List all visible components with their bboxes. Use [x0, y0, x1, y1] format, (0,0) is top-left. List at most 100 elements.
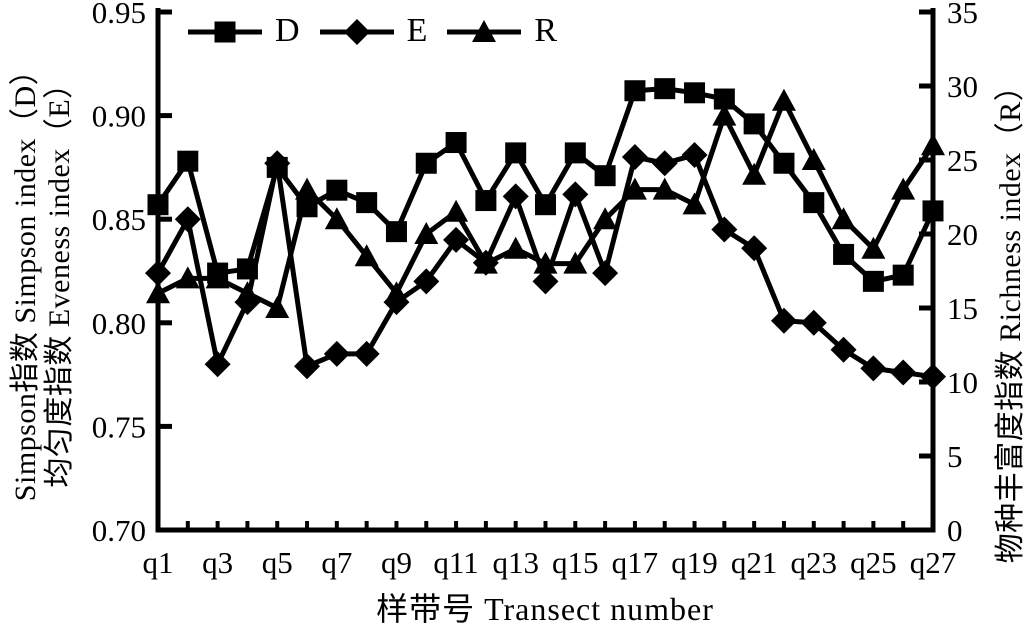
legend-triangle-glyph — [472, 20, 497, 42]
x-axis-tick-label: q19 — [671, 545, 718, 580]
legend-diamond-glyph — [343, 19, 370, 45]
x-axis-tick-label: q13 — [492, 545, 539, 580]
data-point-D-q26 — [892, 264, 914, 286]
data-point-E-q23 — [800, 309, 827, 336]
right-axis-tick-label: 10 — [947, 365, 978, 400]
data-point-E-q1 — [145, 260, 171, 287]
x-axis-tick-label: q3 — [202, 545, 233, 580]
data-point-R-q4 — [235, 281, 260, 304]
data-point-E-q11 — [443, 226, 470, 253]
data-point-R-q2 — [175, 266, 200, 289]
data-point-E-q16 — [592, 260, 619, 287]
data-point-R-q16 — [593, 207, 618, 230]
data-point-D-q21 — [743, 113, 765, 135]
data-point-R-q15 — [563, 251, 588, 274]
x-axis-tick-label: q11 — [433, 545, 478, 580]
data-point-E-q27 — [920, 363, 946, 390]
data-point-R-q8 — [354, 244, 379, 267]
x-axis-tick-label: q21 — [731, 545, 778, 580]
right-axis-tick-label: 35 — [947, 0, 978, 30]
x-axis-tick-label: q23 — [791, 545, 838, 580]
data-point-D-q6 — [296, 196, 318, 218]
left-axis-tick-label: 0.70 — [92, 513, 146, 548]
data-point-D-q24 — [833, 243, 855, 265]
data-point-D-q2 — [177, 150, 199, 172]
data-point-E-q20 — [711, 216, 738, 243]
left-axis-tick-label: 0.90 — [92, 99, 146, 134]
data-point-R-q23 — [801, 148, 826, 170]
data-point-D-q1 — [147, 194, 169, 216]
data-point-E-q10 — [413, 268, 440, 295]
data-point-D-q18 — [654, 78, 676, 100]
left-axis-tick-label: 0.95 — [92, 0, 146, 30]
data-point-D-q25 — [862, 270, 884, 292]
data-point-R-q26 — [891, 177, 916, 200]
data-point-D-q16 — [594, 165, 616, 187]
data-point-D-q10 — [415, 152, 437, 174]
legend-entry-E: E — [318, 12, 428, 49]
legend-square-glyph — [214, 21, 236, 43]
data-point-R-q21 — [742, 162, 767, 185]
data-point-D-q17 — [624, 80, 646, 102]
left-axis-tick-label: 0.75 — [92, 409, 146, 444]
right-axis-tick-label: 30 — [947, 69, 978, 104]
legend-label-E: E — [406, 12, 428, 49]
data-point-D-q19 — [684, 82, 706, 104]
data-point-R-q6 — [295, 177, 320, 200]
data-point-D-q13 — [505, 142, 527, 164]
data-point-D-q15 — [564, 142, 586, 164]
x-axis-tick-label: q1 — [143, 545, 174, 580]
right-axis-title-richness: 物种丰富度指数 Richness index（R） — [994, 70, 1027, 564]
triangle-marker-icon — [447, 20, 522, 42]
data-point-E-q22 — [770, 307, 797, 334]
data-point-E-q17 — [621, 144, 648, 171]
data-point-R-q11 — [444, 199, 469, 222]
data-point-E-q6 — [294, 353, 321, 380]
x-axis-tick-label: q9 — [381, 545, 412, 580]
data-point-R-q7 — [324, 207, 349, 230]
data-point-E-q8 — [353, 340, 380, 367]
data-point-D-q12 — [475, 190, 497, 212]
diamond-marker-icon — [319, 19, 394, 45]
data-point-E-q14 — [532, 268, 559, 295]
left-axis-tick-label: 0.80 — [92, 306, 146, 341]
legend: D E R — [186, 14, 557, 48]
x-axis-tick-label: q17 — [612, 545, 659, 580]
data-point-D-q8 — [356, 192, 378, 214]
data-point-D-q4 — [236, 258, 258, 280]
right-axis-tick-label: 20 — [947, 217, 978, 252]
data-point-R-q22 — [771, 88, 796, 111]
data-point-R-q13 — [503, 236, 528, 259]
data-point-D-q23 — [803, 192, 825, 214]
right-axis-tick-label: 0 — [947, 513, 963, 548]
data-point-E-q7 — [323, 340, 350, 367]
data-point-D-q22 — [773, 152, 795, 174]
data-point-E-q25 — [860, 355, 887, 382]
x-axis-tick-label: q15 — [552, 545, 599, 580]
data-point-D-q11 — [445, 132, 467, 154]
data-point-E-q24 — [830, 336, 857, 363]
square-marker-icon — [188, 21, 262, 43]
data-point-D-q27 — [922, 200, 944, 222]
x-axis-tick-label: q5 — [262, 545, 293, 580]
x-axis-tick-label: q7 — [321, 545, 352, 580]
right-axis-tick-label: 5 — [947, 439, 963, 474]
data-point-R-q10 — [414, 222, 439, 244]
data-point-R-q18 — [652, 177, 677, 200]
data-point-R-q12 — [473, 251, 498, 274]
data-point-E-q21 — [741, 235, 768, 262]
legend-label-D: D — [275, 12, 300, 49]
data-point-R-q3 — [205, 266, 230, 289]
right-axis-tick-label: 15 — [947, 291, 978, 326]
data-point-E-q3 — [204, 351, 231, 378]
data-point-E-q15 — [562, 181, 589, 208]
data-point-R-q17 — [622, 177, 647, 200]
data-point-E-q18 — [651, 150, 678, 177]
data-point-R-q1 — [146, 281, 170, 304]
legend-entry-D: D — [186, 14, 300, 48]
x-axis-tick-label: q27 — [910, 545, 957, 580]
data-point-E-q2 — [174, 206, 201, 233]
x-axis-title: 样带号 Transect number — [376, 591, 714, 626]
